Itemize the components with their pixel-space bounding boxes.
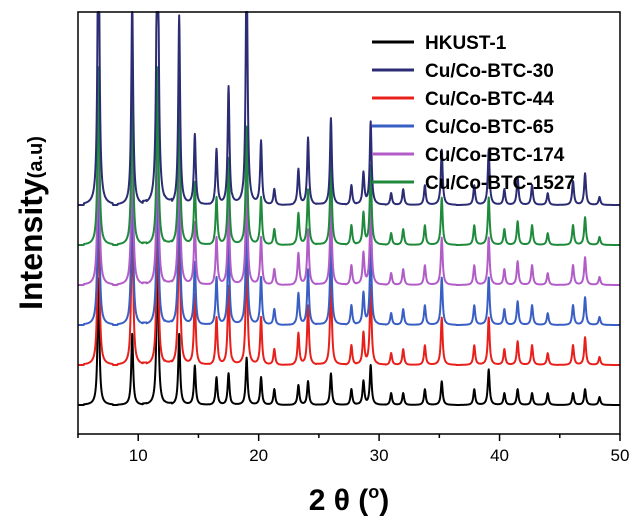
x-axis-title: 2 θ (o) [309, 482, 390, 517]
series-line-hkust-1 [77, 238, 621, 406]
series-line-cu-co-btc-30 [77, 11, 621, 206]
x-tick-label-40: 40 [490, 446, 509, 465]
series-line-cu-co-btc-65 [77, 146, 621, 326]
x-tick-label-10: 10 [129, 446, 148, 465]
legend: HKUST-1 Cu/Co-BTC-30 Cu/Co-BTC-44 Cu/Co-BTC… [372, 33, 575, 194]
legend-label-cu-co-btc-44: Cu/Co-BTC-44 [425, 89, 554, 110]
y-axis-title: Intensity(a.u) [13, 136, 49, 310]
legend-label-hkust-1: HKUST-1 [425, 33, 507, 54]
legend-label-cu-co-btc-30: Cu/Co-BTC-30 [425, 61, 554, 82]
x-axis-title-close: ) [379, 484, 389, 517]
x-tick-label-20: 20 [249, 446, 268, 465]
series-line-cu-co-btc-44 [77, 186, 621, 366]
x-axis: 10 20 30 40 50 [77, 434, 630, 465]
legend-label-cu-co-btc-174: Cu/Co-BTC-174 [425, 145, 565, 166]
legend-label-cu-co-btc-1527: Cu/Co-BTC-1527 [425, 173, 575, 194]
x-axis-title-main: 2 θ ( [309, 484, 369, 517]
series-line-cu-co-btc-1527 [77, 66, 621, 246]
y-axis-title-main: Intensity [13, 178, 49, 310]
series-line-cu-co-btc-174 [77, 106, 621, 286]
y-axis-title-unit: (a.u) [25, 136, 47, 178]
x-axis-title-degree: o [368, 482, 379, 502]
x-tick-label-50: 50 [611, 446, 630, 465]
series-lines [77, 11, 621, 406]
legend-label-cu-co-btc-65: Cu/Co-BTC-65 [425, 117, 554, 138]
plot-frame [77, 11, 621, 435]
x-tick-label-30: 30 [370, 446, 389, 465]
